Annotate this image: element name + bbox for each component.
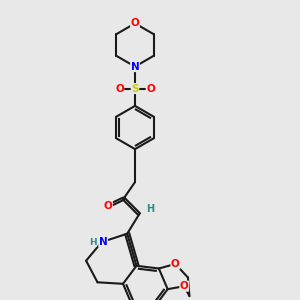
Text: O: O [171, 259, 180, 269]
Text: O: O [130, 18, 140, 28]
Text: S: S [131, 83, 139, 94]
Text: O: O [180, 281, 189, 291]
Text: H: H [89, 238, 96, 247]
Text: O: O [146, 83, 155, 94]
Text: N: N [99, 237, 108, 247]
Text: O: O [103, 201, 112, 211]
Text: H: H [146, 204, 155, 214]
Text: N: N [130, 61, 140, 72]
Text: O: O [115, 83, 124, 94]
